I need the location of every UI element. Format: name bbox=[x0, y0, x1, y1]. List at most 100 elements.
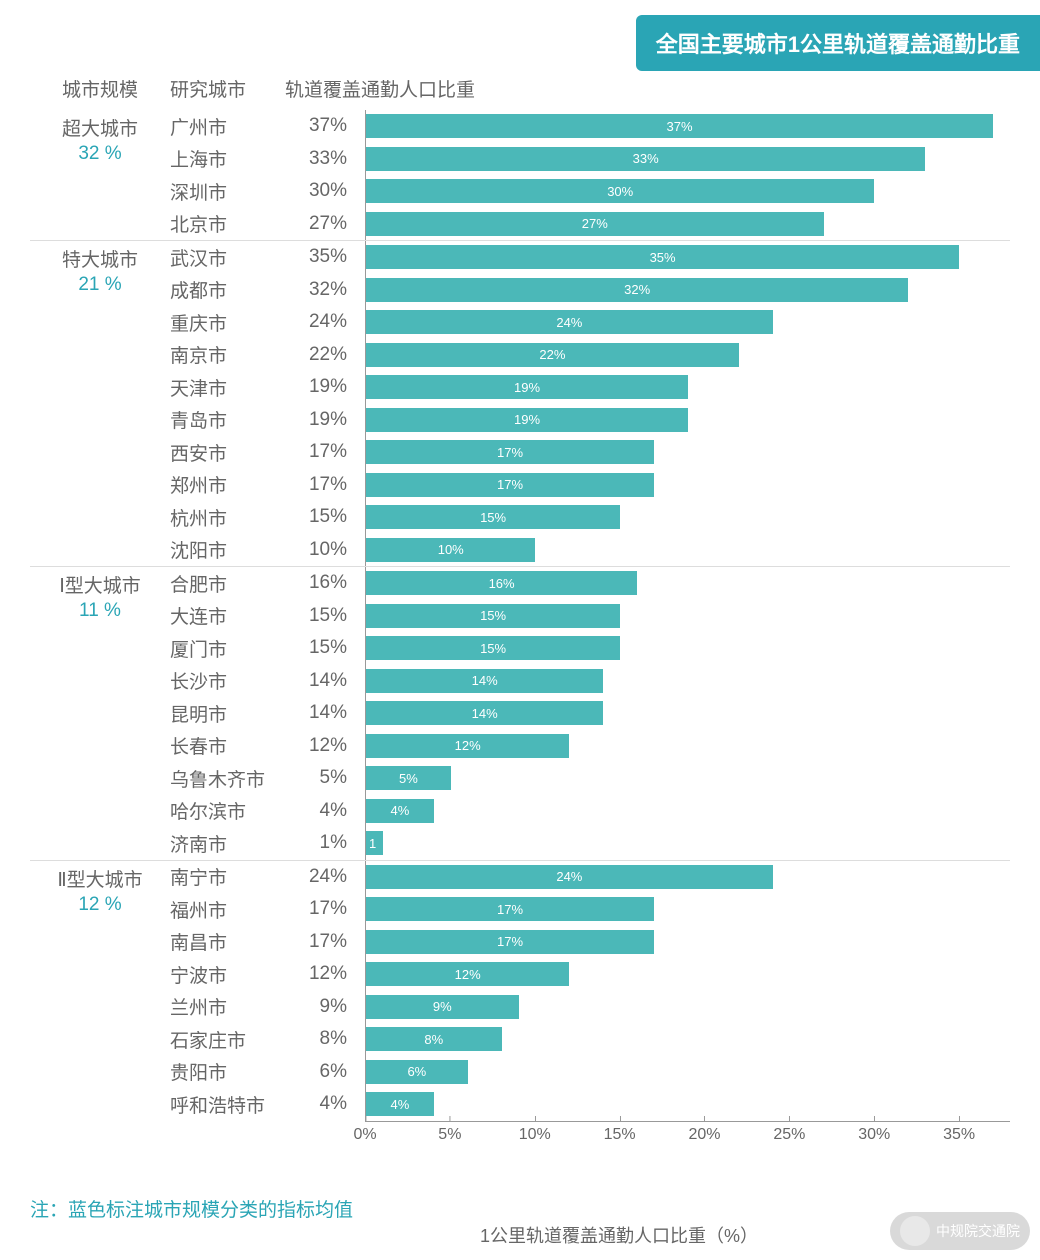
city-name: 福州市 bbox=[170, 896, 285, 923]
chart-container: 城市规模 研究城市 轨道覆盖通勤人口比重 超大城市32 %广州市37%37%上海… bbox=[30, 75, 1010, 1151]
city-percent: 15% bbox=[285, 506, 365, 528]
bar: 16% bbox=[366, 571, 637, 595]
city-name: 石家庄市 bbox=[170, 1026, 285, 1053]
city-name: 南京市 bbox=[170, 341, 285, 368]
bar: 15% bbox=[366, 604, 620, 628]
city-row: 上海市33%33% bbox=[170, 143, 1010, 176]
bar-area: 8% bbox=[365, 1023, 1010, 1056]
city-name: 上海市 bbox=[170, 145, 285, 172]
city-percent: 27% bbox=[285, 213, 365, 235]
bar: 24% bbox=[366, 310, 773, 334]
x-tick: 35% bbox=[943, 1122, 975, 1144]
city-row: 西安市17%17% bbox=[170, 436, 1010, 469]
city-name: 天津市 bbox=[170, 374, 285, 401]
city-percent: 19% bbox=[285, 409, 365, 431]
group-name: Ⅱ型大城市 bbox=[30, 865, 170, 892]
bar-area: 17% bbox=[365, 469, 1010, 502]
city-name: 贵阳市 bbox=[170, 1058, 285, 1085]
bar: 6% bbox=[366, 1060, 468, 1084]
city-percent: 24% bbox=[285, 311, 365, 333]
city-percent: 30% bbox=[285, 180, 365, 202]
bar-area: 30% bbox=[365, 175, 1010, 208]
city-name: 北京市 bbox=[170, 210, 285, 237]
city-group: Ⅰ型大城市11 %合肥市16%16%大连市15%15%厦门市15%15%长沙市1… bbox=[30, 566, 1010, 860]
city-percent: 37% bbox=[285, 115, 365, 137]
watermark-icon bbox=[900, 1216, 930, 1246]
bar: 10% bbox=[366, 538, 535, 562]
city-group: 超大城市32 %广州市37%37%上海市33%33%深圳市30%30%北京市27… bbox=[30, 110, 1010, 240]
x-tick: 25% bbox=[773, 1122, 805, 1144]
bar: 14% bbox=[366, 669, 603, 693]
city-percent: 12% bbox=[285, 735, 365, 757]
bar-area: 17% bbox=[365, 436, 1010, 469]
city-group: Ⅱ型大城市12 %南宁市24%24%福州市17%17%南昌市17%17%宁波市1… bbox=[30, 860, 1010, 1121]
city-name: 南昌市 bbox=[170, 928, 285, 955]
city-percent: 6% bbox=[285, 1061, 365, 1083]
group-label: Ⅰ型大城市11 % bbox=[30, 567, 170, 860]
city-name: 济南市 bbox=[170, 830, 285, 857]
x-axis-label: 1公里轨道覆盖通勤人口比重（%） bbox=[480, 1222, 758, 1248]
bar-area: 4% bbox=[365, 1088, 1010, 1121]
city-row: 南宁市24%24% bbox=[170, 861, 1010, 894]
bar: 12% bbox=[366, 734, 569, 758]
bar: 15% bbox=[366, 636, 620, 660]
bar: 17% bbox=[366, 440, 654, 464]
bar-area: 14% bbox=[365, 697, 1010, 730]
city-row: 济南市1%1 bbox=[170, 827, 1010, 860]
bar-area: 17% bbox=[365, 926, 1010, 959]
bar-area: 15% bbox=[365, 600, 1010, 633]
bar-area: 1 bbox=[365, 827, 1010, 860]
city-percent: 1% bbox=[285, 832, 365, 854]
bar-area: 35% bbox=[365, 241, 1010, 274]
city-percent: 24% bbox=[285, 866, 365, 888]
city-row: 武汉市35%35% bbox=[170, 241, 1010, 274]
bar-area: 19% bbox=[365, 371, 1010, 404]
bar-area: 24% bbox=[365, 861, 1010, 894]
city-name: 长春市 bbox=[170, 732, 285, 759]
x-tick: 20% bbox=[688, 1122, 720, 1144]
bar: 4% bbox=[366, 799, 434, 823]
bar: 19% bbox=[366, 408, 688, 432]
bar-area: 19% bbox=[365, 404, 1010, 437]
bar: 5% bbox=[366, 766, 451, 790]
bar: 15% bbox=[366, 505, 620, 529]
city-percent: 4% bbox=[285, 800, 365, 822]
x-tick: 5% bbox=[438, 1122, 461, 1144]
city-percent: 15% bbox=[285, 605, 365, 627]
group-label: 特大城市21 % bbox=[30, 241, 170, 566]
city-percent: 17% bbox=[285, 474, 365, 496]
bar-area: 9% bbox=[365, 991, 1010, 1024]
x-axis: 0%5%10%15%20%25%30%35% bbox=[365, 1121, 1010, 1151]
bar-area: 4% bbox=[365, 795, 1010, 828]
city-name: 合肥市 bbox=[170, 570, 285, 597]
x-tick: 15% bbox=[604, 1122, 636, 1144]
city-row: 长沙市14%14% bbox=[170, 665, 1010, 698]
bar: 35% bbox=[366, 245, 959, 269]
city-row: 天津市19%19% bbox=[170, 371, 1010, 404]
city-row: 郑州市17%17% bbox=[170, 469, 1010, 502]
city-percent: 16% bbox=[285, 572, 365, 594]
city-row: 石家庄市8%8% bbox=[170, 1023, 1010, 1056]
city-row: 乌鲁木齐市5%5% bbox=[170, 762, 1010, 795]
group-label: Ⅱ型大城市12 % bbox=[30, 861, 170, 1121]
city-name: 南宁市 bbox=[170, 863, 285, 890]
city-percent: 5% bbox=[285, 767, 365, 789]
city-name: 杭州市 bbox=[170, 504, 285, 531]
column-headers: 城市规模 研究城市 轨道覆盖通勤人口比重 bbox=[30, 75, 1010, 102]
bar-area: 33% bbox=[365, 143, 1010, 176]
city-percent: 4% bbox=[285, 1093, 365, 1115]
city-percent: 14% bbox=[285, 702, 365, 724]
bar-area: 16% bbox=[365, 567, 1010, 600]
city-name: 广州市 bbox=[170, 113, 285, 140]
bar: 14% bbox=[366, 701, 603, 725]
header-metric: 轨道覆盖通勤人口比重 bbox=[285, 75, 475, 102]
city-name: 武汉市 bbox=[170, 244, 285, 271]
city-row: 厦门市15%15% bbox=[170, 632, 1010, 665]
city-row: 广州市37%37% bbox=[170, 110, 1010, 143]
watermark-text: 中规院交通院 bbox=[936, 1221, 1020, 1241]
city-row: 重庆市24%24% bbox=[170, 306, 1010, 339]
city-percent: 10% bbox=[285, 539, 365, 561]
city-row: 沈阳市10%10% bbox=[170, 534, 1010, 567]
group-name: 特大城市 bbox=[30, 245, 170, 272]
bar-area: 22% bbox=[365, 339, 1010, 372]
